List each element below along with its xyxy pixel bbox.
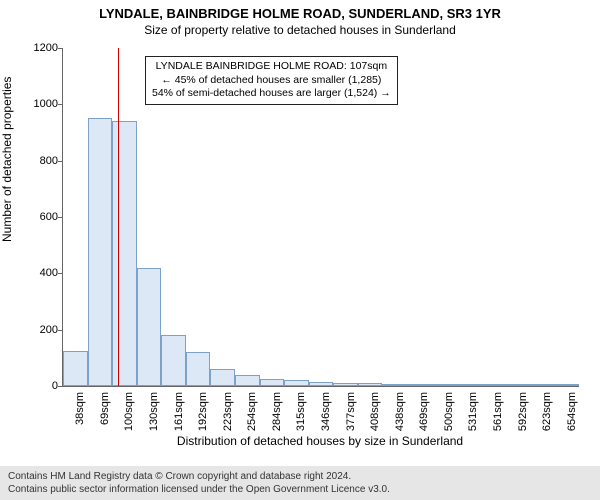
y-tick-mark <box>58 386 62 387</box>
y-tick-mark <box>58 161 62 162</box>
y-tick-label: 800 <box>12 155 58 167</box>
histogram-bar <box>88 118 113 386</box>
annotation-line-2: ← 45% of detached houses are smaller (1,… <box>152 74 391 88</box>
histogram-bar <box>456 384 481 386</box>
x-tick-label: 438sqm <box>394 392 406 438</box>
x-tick-label: 408sqm <box>369 392 381 438</box>
x-tick-label: 500sqm <box>443 392 455 438</box>
histogram-bar <box>382 384 407 386</box>
histogram-bar <box>358 383 383 386</box>
footer-attribution: Contains HM Land Registry data © Crown c… <box>0 466 600 500</box>
x-tick-label: 223sqm <box>222 392 234 438</box>
histogram-bar <box>260 379 285 386</box>
x-tick-label: 315sqm <box>295 392 307 438</box>
x-tick-label: 623sqm <box>541 392 553 438</box>
x-tick-label: 377sqm <box>345 392 357 438</box>
histogram-bar <box>530 384 555 386</box>
y-tick-mark <box>58 217 62 218</box>
y-tick-mark <box>58 273 62 274</box>
reference-line <box>118 48 119 386</box>
x-tick-label: 284sqm <box>271 392 283 438</box>
x-tick-label: 592sqm <box>517 392 529 438</box>
histogram-bar <box>210 369 235 386</box>
y-tick-mark <box>58 48 62 49</box>
x-tick-label: 346sqm <box>320 392 332 438</box>
chart-title: LYNDALE, BAINBRIDGE HOLME ROAD, SUNDERLA… <box>0 0 600 21</box>
histogram-bar <box>309 382 334 386</box>
y-tick-label: 1000 <box>12 98 58 110</box>
histogram-bar <box>554 384 579 386</box>
x-tick-label: 38sqm <box>74 392 86 438</box>
x-tick-label: 100sqm <box>123 392 135 438</box>
histogram-bar <box>432 384 457 386</box>
histogram-bar <box>505 384 530 386</box>
footer-line-2: Contains public sector information licen… <box>8 483 592 496</box>
annotation-line-3: 54% of semi-detached houses are larger (… <box>152 87 391 101</box>
histogram-bar <box>481 384 506 386</box>
annotation-box: LYNDALE BAINBRIDGE HOLME ROAD: 107sqm ← … <box>145 56 398 105</box>
histogram-bar <box>333 383 358 386</box>
y-tick-label: 0 <box>12 380 58 392</box>
y-tick-mark <box>58 104 62 105</box>
histogram-bar <box>284 380 309 386</box>
y-tick-label: 600 <box>12 211 58 223</box>
x-tick-label: 192sqm <box>197 392 209 438</box>
x-tick-label: 161sqm <box>173 392 185 438</box>
chart-area: Number of detached properties LYNDALE BA… <box>0 42 600 452</box>
histogram-bar <box>407 384 432 386</box>
y-tick-mark <box>58 330 62 331</box>
y-tick-label: 1200 <box>12 42 58 54</box>
plot-area: LYNDALE BAINBRIDGE HOLME ROAD: 107sqm ← … <box>62 48 579 387</box>
histogram-bar <box>235 375 260 386</box>
x-tick-label: 531sqm <box>467 392 479 438</box>
histogram-bar <box>186 352 211 386</box>
x-tick-label: 561sqm <box>492 392 504 438</box>
y-tick-label: 200 <box>12 324 58 336</box>
x-tick-label: 469sqm <box>418 392 430 438</box>
footer-line-1: Contains HM Land Registry data © Crown c… <box>8 470 592 483</box>
x-tick-label: 69sqm <box>99 392 111 438</box>
histogram-bar <box>137 268 162 386</box>
histogram-bar <box>161 335 186 386</box>
x-tick-label: 654sqm <box>566 392 578 438</box>
x-tick-label: 130sqm <box>148 392 160 438</box>
y-axis-label: Number of detached properties <box>0 222 14 242</box>
annotation-line-1: LYNDALE BAINBRIDGE HOLME ROAD: 107sqm <box>152 60 391 74</box>
histogram-bar <box>63 351 88 386</box>
x-tick-label: 254sqm <box>246 392 258 438</box>
histogram-bar <box>112 121 137 386</box>
chart-subtitle: Size of property relative to detached ho… <box>0 21 600 41</box>
y-tick-label: 400 <box>12 267 58 279</box>
